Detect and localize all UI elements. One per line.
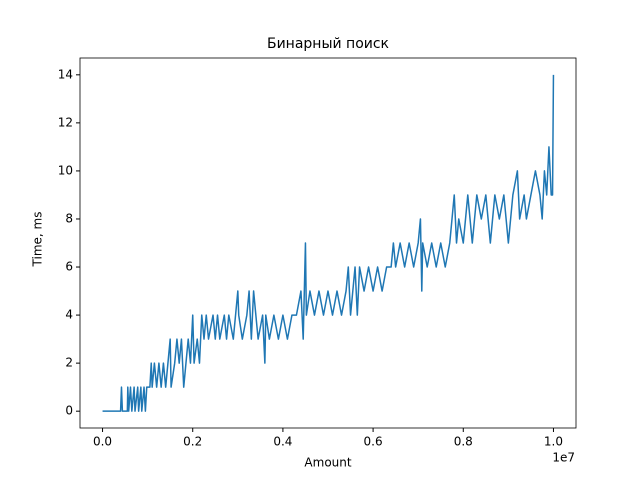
y-tick-label: 8 — [65, 211, 73, 225]
y-tick-label: 6 — [65, 260, 73, 274]
x-tick-label: 0.2 — [183, 435, 202, 449]
x-tick-label: 0.6 — [364, 435, 383, 449]
y-tick-label: 2 — [65, 356, 73, 370]
y-tick-label: 4 — [65, 308, 73, 322]
x-axis-label: Amount — [304, 456, 351, 470]
line-series — [102, 74, 555, 412]
y-tick-label: 10 — [58, 163, 73, 177]
chart-title: Бинарный поиск — [267, 36, 389, 52]
plot-frame — [79, 57, 577, 429]
y-axis-label: Time, ms — [31, 212, 45, 268]
x-tick-label: 0.4 — [273, 435, 292, 449]
x-tick-label: 0.8 — [454, 435, 473, 449]
y-tick-label: 0 — [65, 404, 73, 418]
x-tick-label: 0.0 — [93, 435, 112, 449]
x-offset-label: 1e7 — [552, 451, 575, 465]
y-tick-label: 14 — [58, 67, 73, 81]
x-tick-label: 1.0 — [544, 435, 563, 449]
y-tick-label: 12 — [58, 115, 73, 129]
